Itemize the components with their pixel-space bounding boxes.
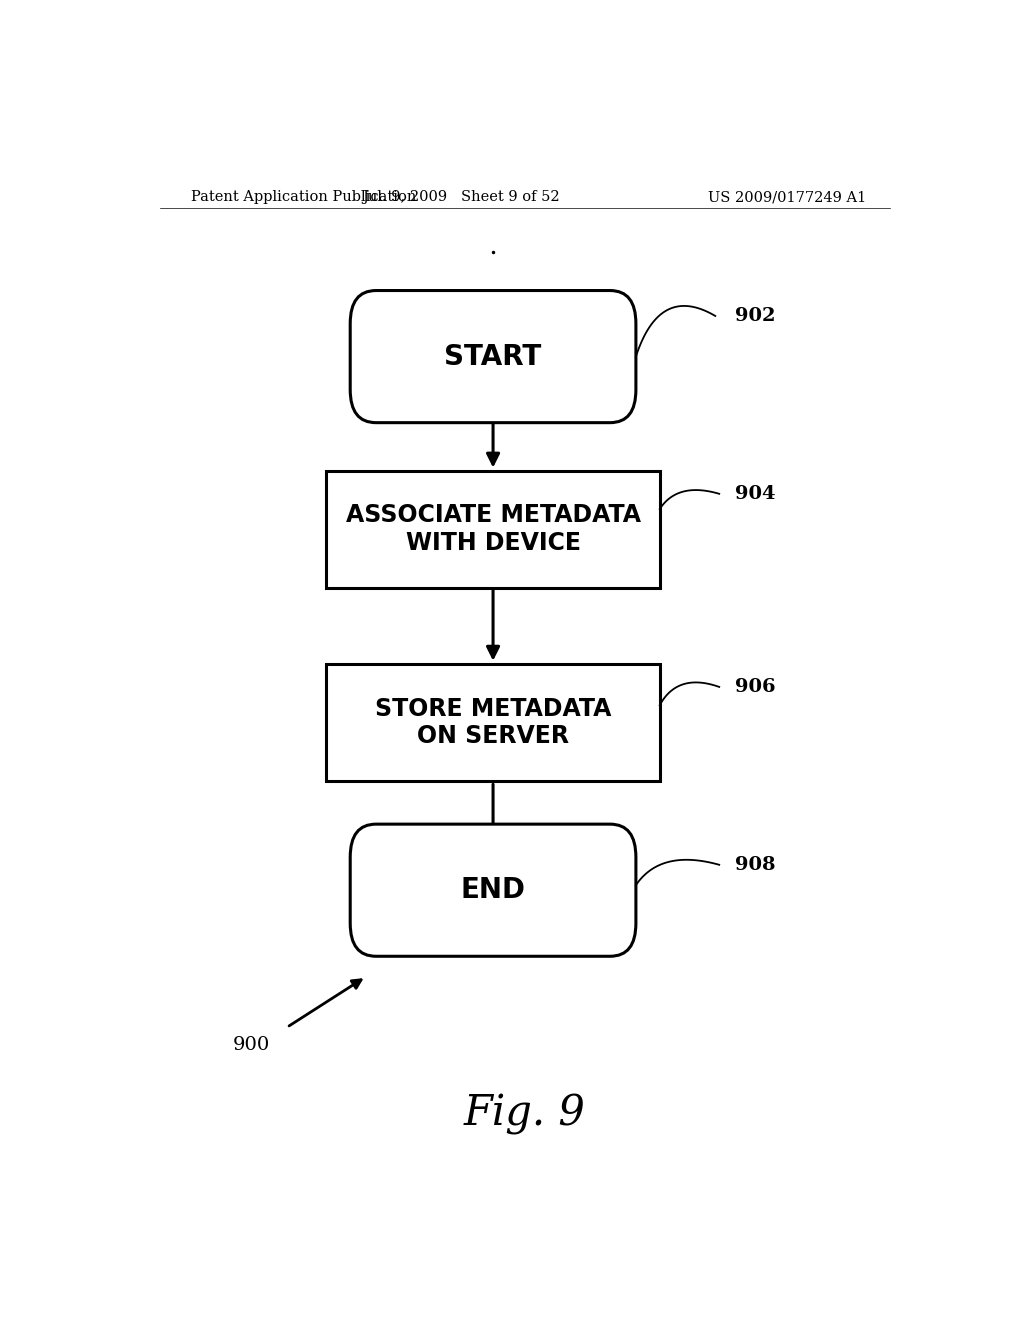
Text: US 2009/0177249 A1: US 2009/0177249 A1 <box>708 190 866 205</box>
Text: ASSOCIATE METADATA
WITH DEVICE: ASSOCIATE METADATA WITH DEVICE <box>345 503 641 556</box>
Text: Fig. 9: Fig. 9 <box>464 1093 586 1135</box>
FancyBboxPatch shape <box>350 824 636 956</box>
Text: Jul. 9, 2009   Sheet 9 of 52: Jul. 9, 2009 Sheet 9 of 52 <box>362 190 560 205</box>
Text: 908: 908 <box>735 855 775 874</box>
Bar <box>327 664 659 781</box>
Text: END: END <box>461 876 525 904</box>
Bar <box>327 471 659 587</box>
Text: 904: 904 <box>735 484 775 503</box>
Text: Patent Application Publication: Patent Application Publication <box>191 190 417 205</box>
Text: 902: 902 <box>735 308 775 325</box>
Text: STORE METADATA
ON SERVER: STORE METADATA ON SERVER <box>375 697 611 748</box>
Text: 906: 906 <box>735 678 776 696</box>
FancyBboxPatch shape <box>350 290 636 422</box>
Text: 900: 900 <box>232 1036 269 1053</box>
Text: START: START <box>444 343 542 371</box>
